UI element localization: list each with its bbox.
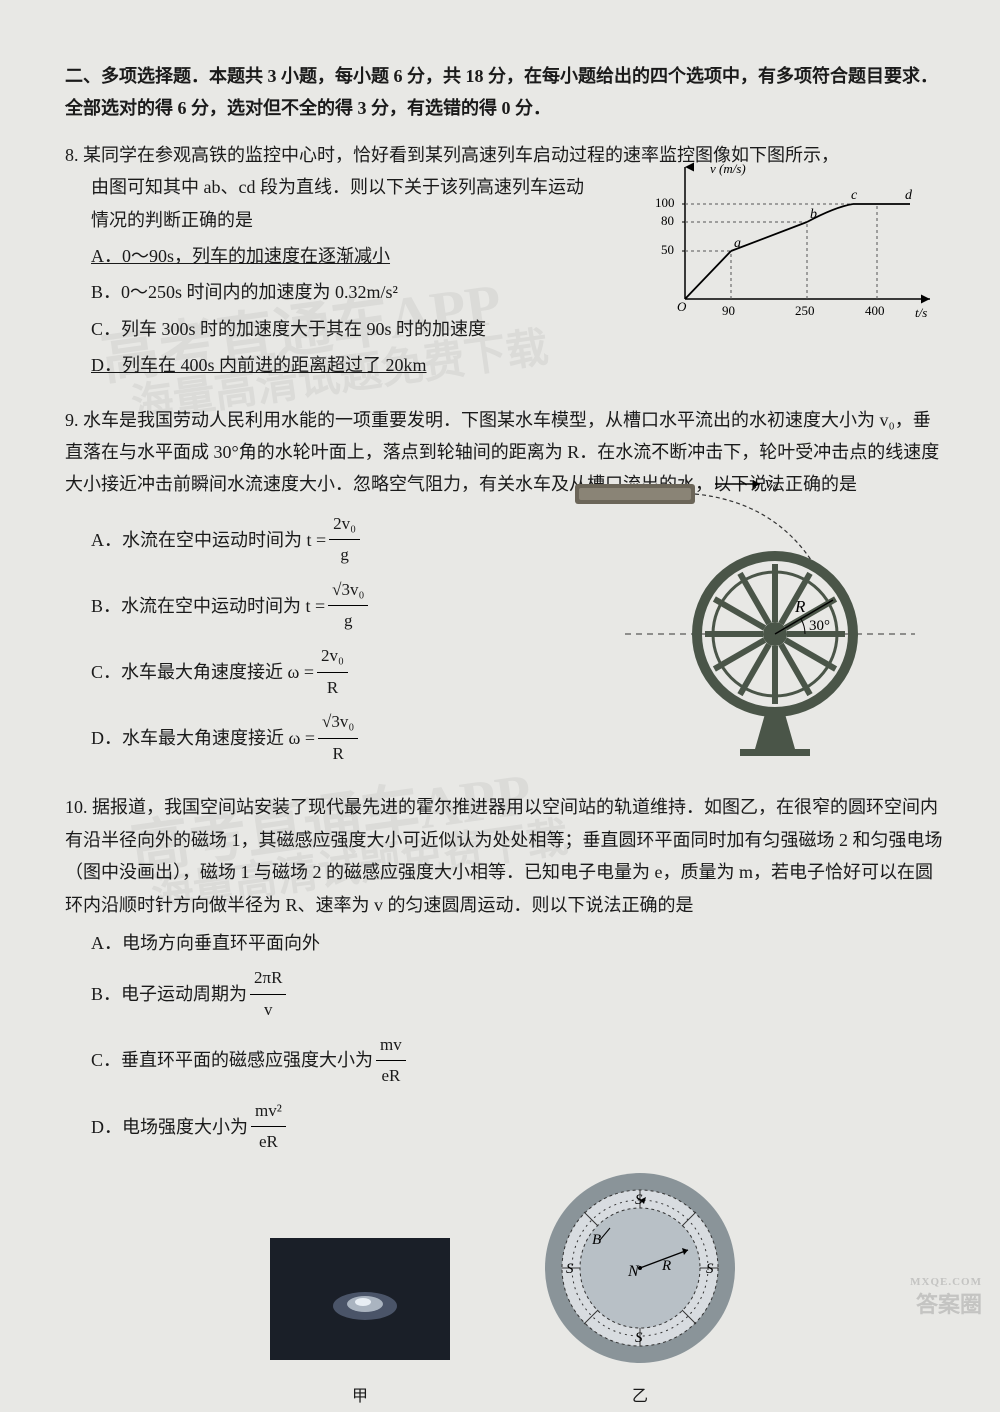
q10-option-d: D．电场强度大小为 mv²eR [91,1096,945,1158]
svg-text:R: R [794,597,806,616]
q10-caption-1: 甲 [270,1383,450,1412]
q9-a-den: g [329,540,360,571]
question-8: 8. 某同学在参观高铁的监控中心时，恰好看到某列高速列车启动过程的速率监控图像如… [65,139,945,382]
svg-text:v₀: v₀ [765,474,779,492]
q9-d-num: √3v₀ [318,707,358,739]
q9-a-num: 2v₀ [329,509,360,541]
q10-number: 10. [65,797,88,817]
q9-d-den: R [318,739,358,770]
q10-b-prefix: B．电子运动周期为 [91,978,247,1010]
svg-text:b: b [810,207,817,222]
svg-text:S: S [706,1261,714,1277]
svg-text:O: O [677,299,687,314]
q8-velocity-chart: O t/s v (m/s) 50 80 100 90 250 400 a b c… [655,159,945,334]
svg-text:c: c [851,188,858,203]
svg-text:50: 50 [661,242,674,257]
q9-c-num: 2v₀ [317,641,348,673]
q10-text: 据报道，我国空间站安装了现代最先进的霍尔推进器用以空间站的轨道维持．如图乙，在很… [65,797,943,914]
q10-d-prefix: D．电场强度大小为 [91,1111,248,1143]
q9-b-den: g [328,606,368,637]
q10-b-den: v [250,995,286,1026]
q10-c-prefix: C．垂直环平面的磁感应强度大小为 [91,1044,373,1076]
section-heading: 二、多项选择题．本题共 3 小题，每小题 6 分，共 18 分，在每小题给出的四… [65,60,945,125]
svg-text:v (m/s): v (m/s) [710,161,746,176]
svg-text:N: N [627,1263,640,1280]
q9-b-prefix: B．水流在空中运动时间为 t = [91,590,325,622]
svg-text:S: S [635,1330,643,1346]
q10-option-c: C．垂直环平面的磁感应强度大小为 mveR [91,1030,945,1092]
svg-text:100: 100 [655,195,675,210]
q10-option-b: B．电子运动周期为 2πRv [91,963,945,1025]
svg-text:d: d [905,188,913,203]
q10-c-num: mv [376,1030,406,1062]
q9-c-den: R [317,673,348,704]
q10-image-thruster: 甲 [270,1238,450,1412]
svg-text:80: 80 [661,213,674,228]
q10-d-den: eR [251,1127,286,1158]
svg-text:30°: 30° [809,618,830,634]
svg-text:S: S [566,1261,574,1277]
svg-text:R: R [661,1258,671,1274]
q10-d-num: mv² [251,1096,286,1128]
svg-text:t/s: t/s [915,305,927,320]
question-9: 9. 水车是我国劳动人民利用水能的一项重要发明．下图某水车模型，从槽口水平流出的… [65,404,945,770]
q8-option-d: D．列车在 400s 内前进的距离超过了 20km [91,349,945,381]
bottom-watermark-2: MXQE.COM [910,1273,982,1293]
svg-text:250: 250 [795,303,815,318]
q9-a-prefix: A．水流在空中运动时间为 t = [91,524,326,556]
q10-c-den: eR [376,1061,406,1092]
q8-number: 8. [65,145,79,165]
q10-caption-2: 乙 [540,1383,740,1412]
q9-c-prefix: C．水车最大角速度接近 ω = [91,656,314,688]
svg-text:400: 400 [865,303,885,318]
q9-number: 9. [65,410,79,430]
svg-text:a: a [734,236,741,251]
svg-text:B: B [592,1232,601,1248]
q10-ring-diagram: S S S S N R B 乙 [540,1168,740,1412]
q10-b-num: 2πR [250,963,286,995]
q9-b-num: √3v₀ [328,575,368,607]
q10-option-a: A．电场方向垂直环平面向外 [91,927,945,959]
svg-text:90: 90 [722,303,735,318]
question-10: 10. 据报道，我国空间站安装了现代最先进的霍尔推进器用以空间站的轨道维持．如图… [65,791,945,1412]
q9-d-prefix: D．水车最大角速度接近 ω = [91,722,315,754]
q9-waterwheel-diagram: v₀ R 30° [565,474,925,764]
